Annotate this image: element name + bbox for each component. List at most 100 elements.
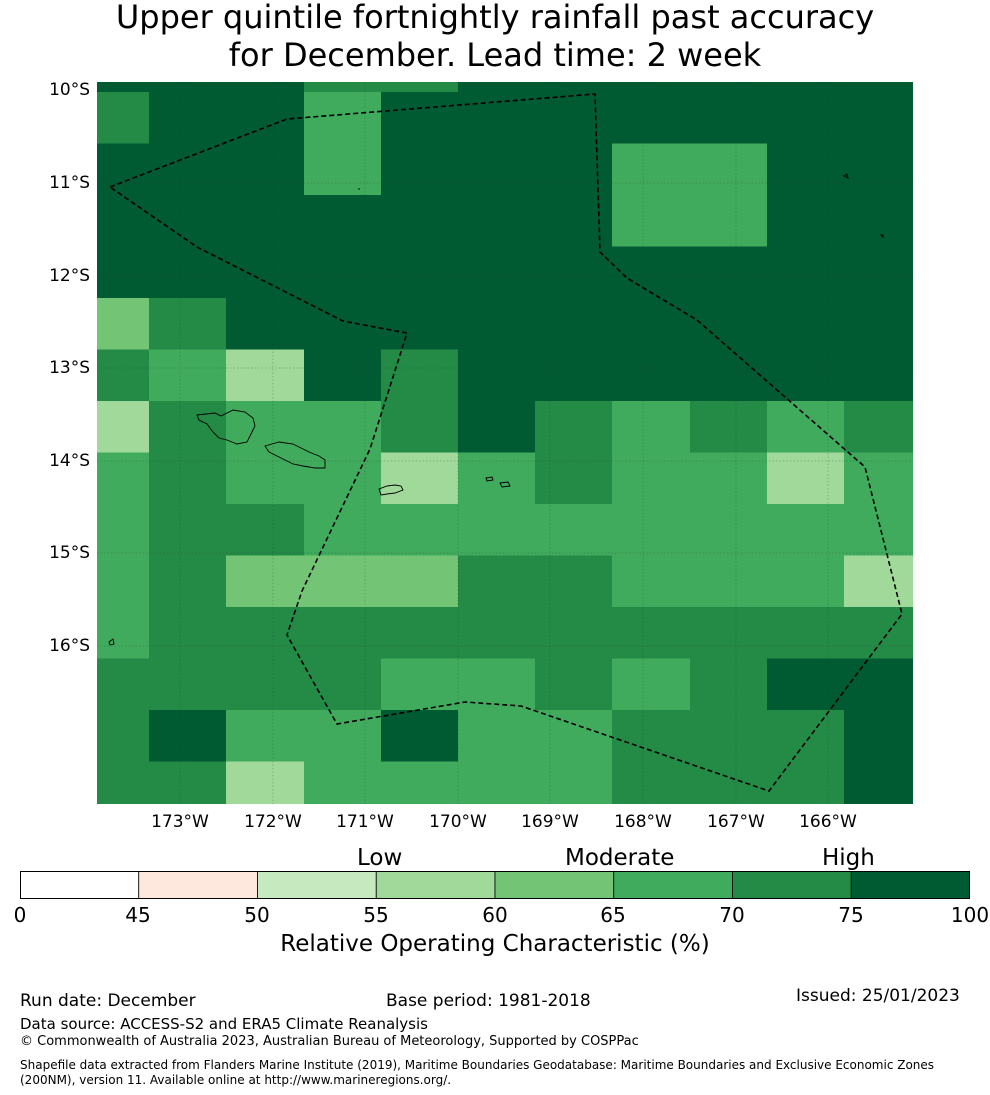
grid-cell bbox=[690, 92, 767, 144]
grid-cell bbox=[535, 246, 612, 299]
colorbar-tick-100: 100 bbox=[950, 903, 990, 927]
colorbar-tick-60: 60 bbox=[482, 903, 508, 927]
grid-cell bbox=[97, 555, 149, 608]
grid-cell bbox=[149, 710, 226, 762]
grid-cell bbox=[767, 452, 844, 505]
grid-cell bbox=[381, 710, 458, 762]
colorbar-tick-50: 50 bbox=[244, 903, 270, 927]
grid-cell bbox=[844, 452, 913, 505]
grid-cell bbox=[304, 349, 381, 402]
category-high: High bbox=[822, 845, 875, 871]
grid-cell bbox=[690, 298, 767, 350]
grid-cell bbox=[149, 607, 226, 659]
colorbar-segment bbox=[257, 871, 377, 899]
grid-cell bbox=[97, 298, 149, 350]
category-moderate: Moderate bbox=[565, 845, 675, 871]
rainfall-accuracy-cells bbox=[97, 82, 913, 804]
grid-cell bbox=[304, 761, 381, 804]
base-period: Base period: 1981-2018 bbox=[386, 991, 591, 1011]
grid-cell bbox=[767, 607, 844, 659]
colorbar-label: Relative Operating Characteristic (%) bbox=[280, 931, 710, 957]
shapefile-credit-line-2: (200NM), version 11. Available online at… bbox=[20, 1073, 452, 1087]
grid-cell bbox=[381, 195, 458, 247]
island-ofu-olosega bbox=[485, 476, 494, 482]
grid-cell bbox=[690, 452, 767, 505]
lat-label-16s: 16°S bbox=[49, 636, 90, 656]
grid-cell bbox=[612, 143, 690, 196]
grid-cell bbox=[226, 143, 304, 196]
grid-cell bbox=[612, 401, 690, 453]
grid-cell bbox=[844, 195, 913, 247]
island-rose bbox=[879, 234, 884, 239]
grid-cell bbox=[612, 82, 690, 93]
grid-cell bbox=[690, 82, 767, 93]
grid-cell bbox=[226, 246, 304, 299]
grid-cell bbox=[226, 607, 304, 659]
map-panel bbox=[97, 82, 913, 804]
grid-cell bbox=[612, 504, 690, 556]
colorbar-tick-65: 65 bbox=[600, 903, 626, 927]
grid-cell bbox=[690, 555, 767, 608]
category-low: Low bbox=[357, 845, 403, 871]
colorbar-tick-75: 75 bbox=[838, 903, 864, 927]
grid-cell bbox=[149, 761, 226, 804]
grid-cell bbox=[844, 555, 913, 608]
grid-cell bbox=[612, 349, 690, 402]
grid-cell bbox=[458, 195, 535, 247]
grid-cell bbox=[767, 92, 844, 144]
grid-cell bbox=[767, 658, 844, 711]
issued-date: Issued: 25/01/2023 bbox=[796, 986, 960, 1006]
chart-title: Upper quintile fortnightly rainfall past… bbox=[0, 0, 990, 74]
grid-cell bbox=[304, 143, 381, 196]
grid-cell bbox=[226, 658, 304, 711]
eez-boundary bbox=[108, 93, 903, 792]
grid-cell bbox=[767, 246, 844, 299]
grid-cell bbox=[226, 298, 304, 350]
run-date: Run date: December bbox=[20, 991, 196, 1011]
grid-cell bbox=[381, 401, 458, 453]
title-line-2: for December. Lead time: 2 week bbox=[228, 36, 762, 74]
grid-cell bbox=[612, 555, 690, 608]
grid-cell bbox=[690, 401, 767, 453]
grid-cell bbox=[97, 452, 149, 505]
grid-cell bbox=[97, 246, 149, 299]
title-line-1: Upper quintile fortnightly rainfall past… bbox=[115, 0, 875, 36]
grid-cell bbox=[149, 401, 226, 453]
grid-cell bbox=[458, 710, 535, 762]
grid-cell bbox=[844, 298, 913, 350]
grid-cell bbox=[97, 195, 149, 247]
grid-cell bbox=[458, 298, 535, 350]
grid-cell bbox=[844, 92, 913, 144]
grid-cell bbox=[149, 504, 226, 556]
grid-cell bbox=[535, 195, 612, 247]
grid-cell bbox=[844, 607, 913, 659]
colorbar-tick-55: 55 bbox=[363, 903, 389, 927]
lat-label-12s: 12°S bbox=[49, 266, 90, 286]
grid-cell bbox=[304, 658, 381, 711]
lat-label-10s: 10°S bbox=[49, 80, 90, 100]
grid-cell bbox=[690, 710, 767, 762]
grid-cell bbox=[535, 658, 612, 711]
island-tutuila bbox=[378, 484, 404, 496]
grid-cell bbox=[767, 401, 844, 453]
grid-cell bbox=[612, 452, 690, 505]
grid-cell bbox=[458, 246, 535, 299]
grid-cell bbox=[535, 92, 612, 144]
grid-cell bbox=[304, 298, 381, 350]
grid-cell bbox=[535, 349, 612, 402]
grid-cell bbox=[97, 349, 149, 402]
grid-cell bbox=[690, 143, 767, 196]
grid-cell bbox=[226, 349, 304, 402]
grid-cell bbox=[226, 710, 304, 762]
grid-cell bbox=[97, 658, 149, 711]
grid-cell bbox=[304, 452, 381, 505]
grid-cell bbox=[149, 298, 226, 350]
grid-cell bbox=[149, 349, 226, 402]
grid-cell bbox=[97, 82, 149, 93]
grid-cell bbox=[844, 143, 913, 196]
grid-cell bbox=[690, 658, 767, 711]
grid-cell bbox=[844, 82, 913, 93]
lon-label-166w: 166°W bbox=[799, 812, 857, 832]
grid-cell bbox=[381, 298, 458, 350]
grid-cell bbox=[226, 401, 304, 453]
